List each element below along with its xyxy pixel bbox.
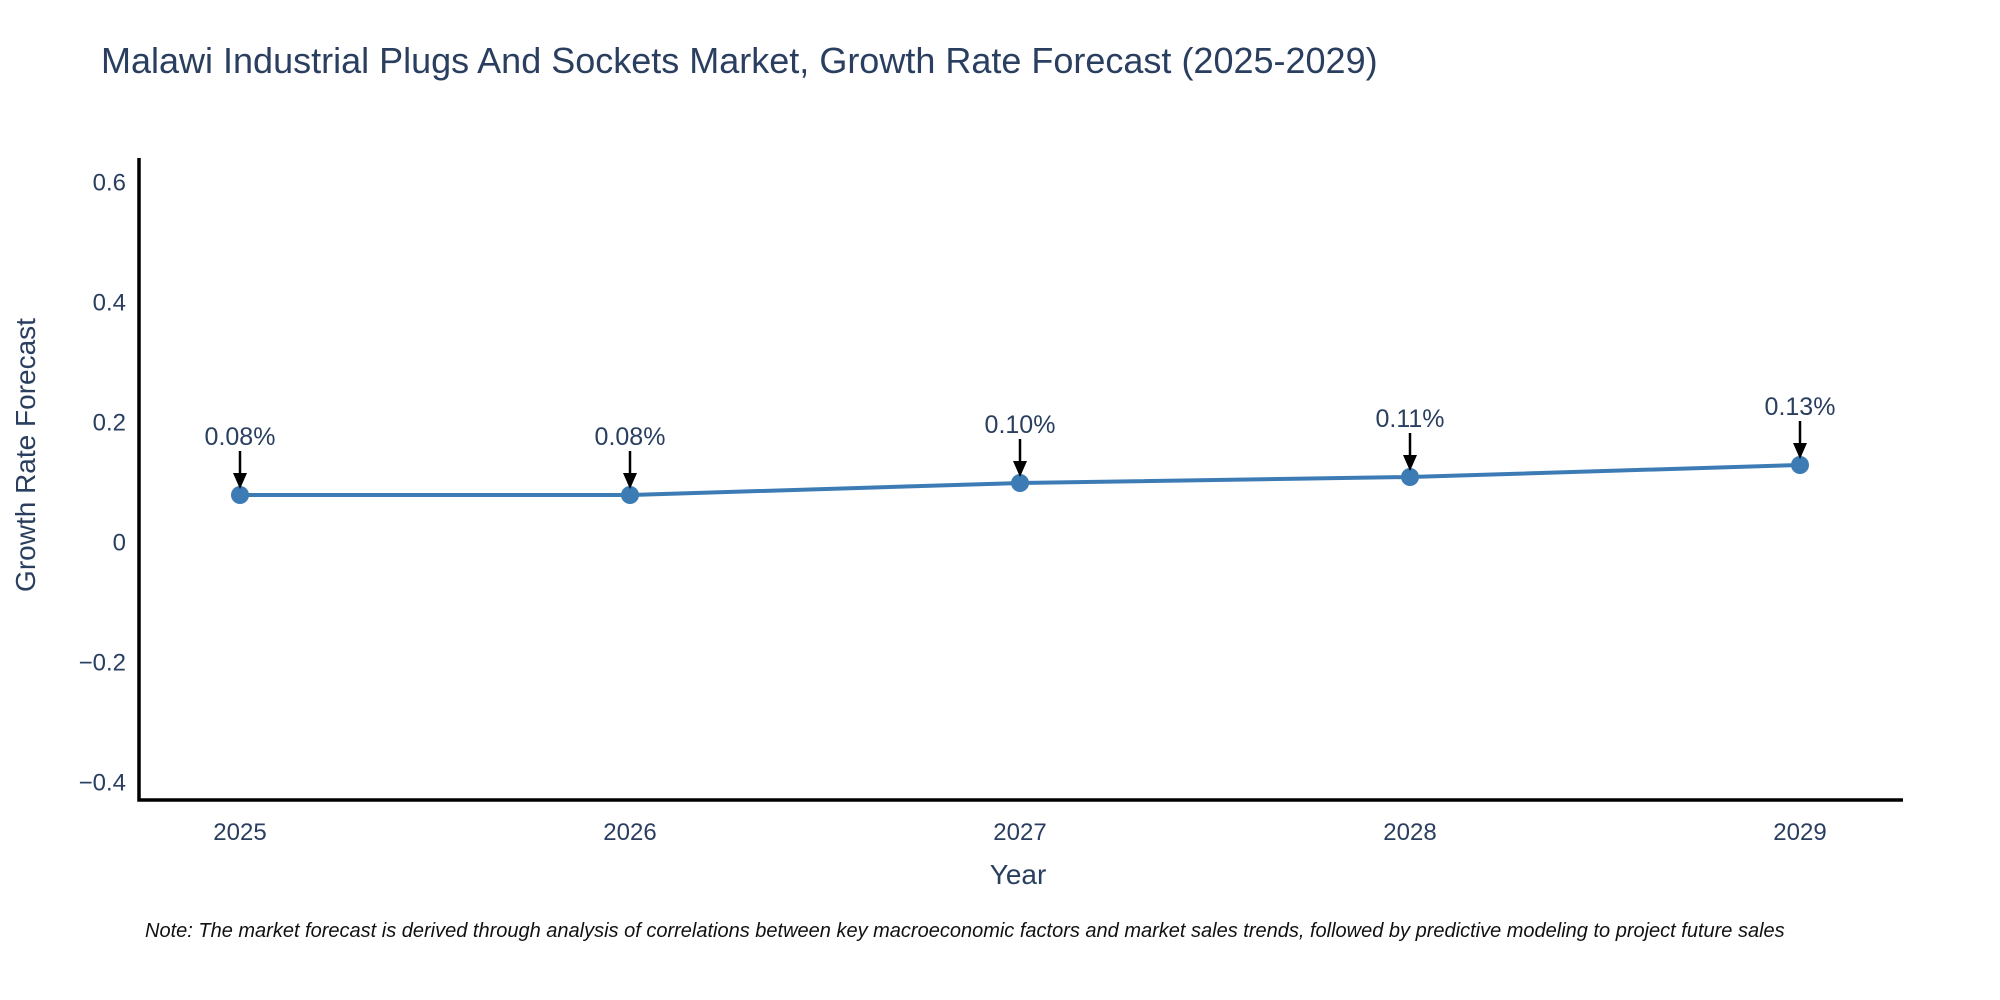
y-tick-label: 0 (113, 530, 126, 557)
annotation-label: 0.08% (595, 423, 666, 451)
data-point-marker (231, 486, 249, 504)
x-tick-label: 2028 (1383, 819, 1436, 846)
x-tick-label: 2026 (603, 819, 656, 846)
x-tick-label: 2025 (213, 819, 266, 846)
y-axis-title: Growth Rate Forecast (10, 318, 41, 592)
y-tick-label: −0.2 (79, 650, 126, 677)
y-tick-label: −0.4 (79, 770, 126, 797)
annotation-arrowhead-icon (1403, 455, 1417, 471)
annotation-arrowhead-icon (1013, 461, 1027, 477)
footnote: Note: The market forecast is derived thr… (145, 920, 1785, 942)
annotation-label: 0.11% (1375, 405, 1444, 433)
y-tick-label: 0.4 (93, 290, 126, 317)
data-point-marker (1791, 456, 1809, 474)
axes (137, 158, 1903, 802)
y-tick-label: 0.2 (93, 410, 126, 437)
annotation-arrowhead-icon (1793, 443, 1807, 459)
annotation-label: 0.10% (985, 411, 1056, 439)
y-tick-label: 0.6 (93, 170, 126, 197)
annotation-label: 0.13% (1765, 393, 1836, 421)
data-point-marker (1401, 468, 1419, 486)
annotation-arrowhead-icon (233, 473, 247, 489)
x-axis-title: Year (989, 859, 1047, 890)
x-tick-label: 2029 (1773, 819, 1826, 846)
annotation-label: 0.08% (205, 423, 276, 451)
annotation-arrowhead-icon (623, 473, 637, 489)
chart-title: Malawi Industrial Plugs And Sockets Mark… (101, 40, 1378, 81)
data-point-marker (621, 486, 639, 504)
data-point-marker (1011, 474, 1029, 492)
x-tick-label: 2027 (993, 819, 1046, 846)
